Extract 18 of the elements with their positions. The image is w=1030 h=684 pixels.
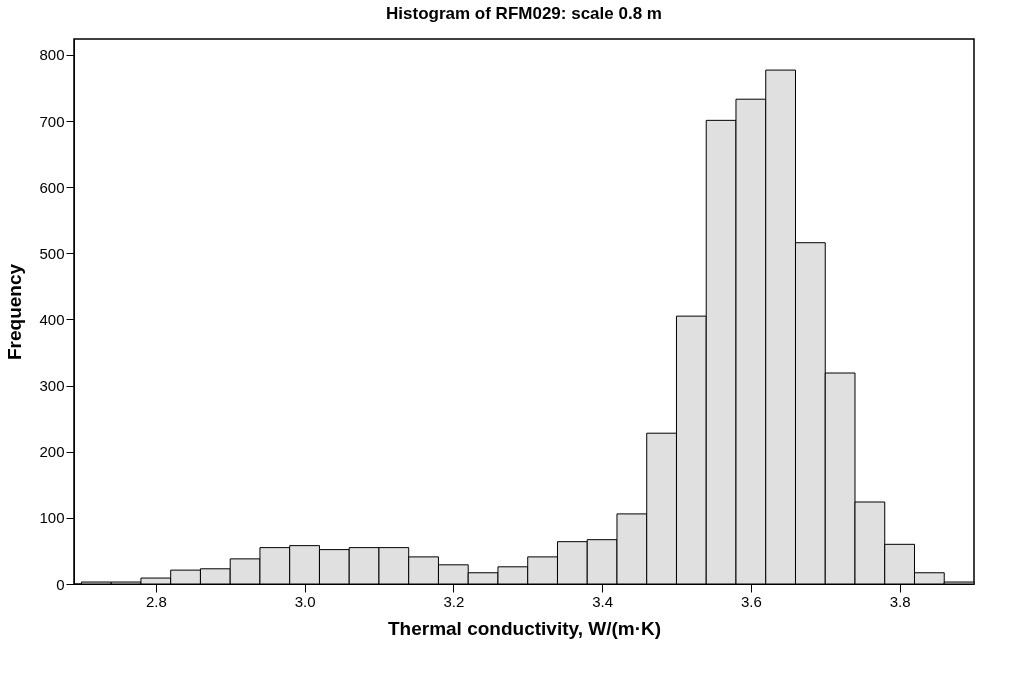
y-tick-label: 0: [56, 575, 65, 593]
x-tick-label: 3.8: [889, 592, 911, 610]
y-axis-title: Frequency: [4, 263, 26, 361]
y-tick-label: 700: [39, 112, 65, 130]
x-tick-label: 3.0: [294, 592, 316, 610]
y-tick-label: 200: [39, 443, 65, 461]
x-tick-label: 3.2: [443, 592, 465, 610]
y-tick-label: 400: [39, 310, 65, 328]
y-tick-label: 500: [39, 244, 65, 262]
y-tick-label: 800: [39, 46, 65, 64]
y-tick-label: 600: [39, 178, 65, 196]
chart-title: Histogram of RFM029: scale 0.8 m: [386, 4, 662, 23]
y-tick-label: 100: [39, 509, 65, 527]
y-tick-label: 300: [39, 377, 65, 395]
x-tick-label: 2.8: [145, 592, 167, 610]
x-tick-label: 3.6: [740, 592, 762, 610]
x-axis-title: Thermal conductivity, W/(m·K): [387, 617, 662, 639]
x-tick-label: 3.4: [592, 592, 614, 610]
